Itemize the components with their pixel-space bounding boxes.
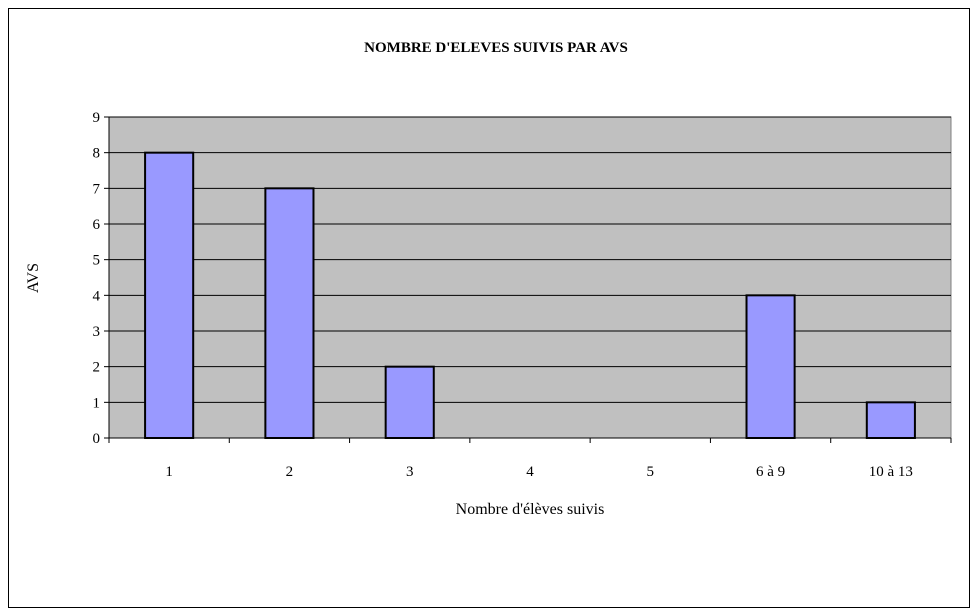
y-tick-label: 2: [93, 360, 101, 376]
y-axis-ticks: 0 1 2 3 4 5 6 7 8 9: [93, 110, 109, 447]
y-tick-label: 7: [93, 181, 101, 197]
x-axis-ticks: 1 2 3 4 5 6 à 9 10 à 13: [108, 438, 952, 480]
y-tick-label: 1: [93, 395, 101, 411]
x-tick-label: 4: [526, 464, 534, 480]
plot-area: [108, 116, 952, 439]
bar: [745, 294, 796, 440]
chart-title: NOMBRE D'ELEVES SUIVIS PAR AVS: [364, 40, 628, 56]
bar-chart: NOMBRE D'ELEVES SUIVIS PAR AVS 0 1 2 3 4 5 6 7 8…: [25, 40, 952, 518]
y-axis-label: AVS: [25, 263, 42, 293]
x-tick-label: 6 à 9: [756, 464, 785, 480]
y-tick-label: 0: [93, 431, 101, 447]
y-tick-label: 3: [93, 324, 101, 340]
x-tick-label: 5: [647, 464, 655, 480]
y-tick-label: 9: [93, 110, 101, 126]
bar: [865, 401, 916, 440]
y-tick-label: 4: [93, 288, 101, 304]
bar: [384, 365, 435, 439]
x-tick-label: 2: [286, 464, 294, 480]
bar: [264, 187, 315, 439]
x-tick-label: 3: [406, 464, 414, 480]
y-tick-label: 5: [93, 253, 101, 269]
bar: [144, 151, 195, 440]
x-tick-label: 1: [165, 464, 173, 480]
x-tick-label: 10 à 13: [869, 464, 913, 480]
y-tick-label: 6: [93, 217, 101, 233]
y-tick-label: 8: [93, 146, 101, 162]
gridlines: [109, 116, 951, 403]
x-axis-label: Nombre d'élèves suivis: [456, 501, 605, 518]
